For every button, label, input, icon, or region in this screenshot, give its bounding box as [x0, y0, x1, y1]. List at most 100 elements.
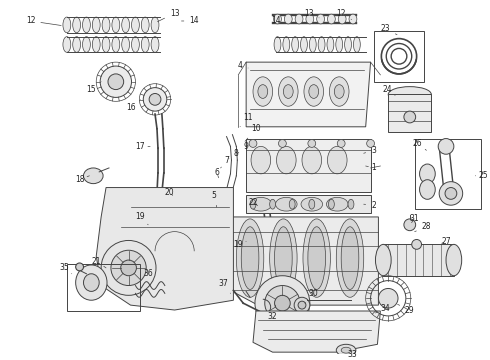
Ellipse shape	[274, 295, 290, 311]
Text: 22: 22	[248, 198, 258, 207]
Ellipse shape	[92, 17, 100, 33]
Ellipse shape	[438, 139, 454, 154]
Text: 35: 35	[59, 264, 72, 274]
Ellipse shape	[250, 199, 256, 209]
Text: 24: 24	[382, 85, 395, 95]
Ellipse shape	[236, 219, 264, 297]
Bar	[415, 139, 481, 209]
Ellipse shape	[278, 77, 298, 106]
Ellipse shape	[294, 297, 310, 313]
Ellipse shape	[439, 182, 463, 205]
Ellipse shape	[112, 37, 120, 52]
Text: 18: 18	[75, 175, 89, 184]
Ellipse shape	[131, 37, 139, 52]
Ellipse shape	[102, 17, 110, 33]
Ellipse shape	[251, 147, 270, 174]
Ellipse shape	[303, 219, 330, 297]
Text: 29: 29	[397, 304, 415, 315]
Text: 26: 26	[413, 139, 426, 150]
Ellipse shape	[295, 14, 303, 24]
Ellipse shape	[112, 17, 120, 33]
Ellipse shape	[338, 14, 346, 24]
Ellipse shape	[275, 197, 297, 211]
Bar	[373, 31, 424, 82]
Ellipse shape	[273, 14, 281, 24]
Ellipse shape	[283, 37, 290, 52]
Ellipse shape	[83, 168, 103, 184]
Ellipse shape	[141, 17, 149, 33]
Ellipse shape	[284, 14, 292, 24]
Ellipse shape	[334, 85, 344, 98]
Ellipse shape	[258, 85, 268, 98]
Text: 5: 5	[211, 191, 217, 207]
Text: 13: 13	[157, 9, 179, 22]
Ellipse shape	[445, 188, 457, 199]
Ellipse shape	[82, 17, 90, 33]
Text: 10: 10	[245, 124, 261, 141]
Ellipse shape	[276, 147, 296, 174]
Text: 6: 6	[214, 168, 219, 178]
Ellipse shape	[306, 14, 314, 24]
Ellipse shape	[82, 37, 90, 52]
Ellipse shape	[211, 202, 226, 222]
Text: 27: 27	[441, 237, 451, 246]
Polygon shape	[230, 217, 378, 305]
Text: 17: 17	[136, 142, 150, 151]
Polygon shape	[96, 188, 233, 310]
Polygon shape	[383, 244, 454, 276]
Text: 23: 23	[380, 24, 397, 35]
Ellipse shape	[329, 77, 349, 106]
Ellipse shape	[73, 37, 80, 52]
Text: 11: 11	[240, 113, 253, 127]
Ellipse shape	[131, 17, 139, 33]
Ellipse shape	[92, 37, 100, 52]
Ellipse shape	[301, 197, 322, 211]
Text: 32: 32	[268, 305, 277, 321]
Text: 12: 12	[26, 17, 61, 26]
Ellipse shape	[298, 301, 306, 309]
Ellipse shape	[270, 199, 275, 209]
Ellipse shape	[309, 199, 315, 209]
Ellipse shape	[336, 344, 356, 356]
Text: 21: 21	[92, 257, 106, 268]
Ellipse shape	[253, 77, 272, 106]
Text: 31: 31	[410, 215, 419, 224]
Ellipse shape	[83, 274, 99, 291]
Ellipse shape	[300, 37, 307, 52]
Ellipse shape	[274, 37, 281, 52]
Text: 30: 30	[305, 289, 318, 303]
Ellipse shape	[327, 14, 335, 24]
Text: 19: 19	[234, 240, 246, 249]
Ellipse shape	[122, 17, 129, 33]
Text: 12: 12	[337, 9, 351, 19]
Ellipse shape	[141, 37, 149, 52]
Text: 7: 7	[220, 156, 229, 168]
Bar	[246, 195, 370, 213]
Ellipse shape	[308, 140, 316, 147]
Ellipse shape	[63, 37, 71, 52]
Ellipse shape	[419, 180, 435, 199]
Ellipse shape	[327, 37, 334, 52]
Bar	[388, 94, 431, 132]
Text: 15: 15	[87, 82, 101, 94]
Ellipse shape	[100, 66, 131, 98]
Ellipse shape	[283, 85, 293, 98]
Ellipse shape	[309, 85, 318, 98]
Bar	[246, 139, 370, 193]
Ellipse shape	[378, 288, 398, 308]
Ellipse shape	[278, 140, 286, 147]
Text: 37: 37	[219, 279, 230, 293]
Ellipse shape	[337, 140, 345, 147]
Ellipse shape	[75, 265, 107, 300]
Ellipse shape	[328, 199, 334, 209]
Text: 14: 14	[271, 17, 280, 26]
Ellipse shape	[73, 17, 80, 33]
Ellipse shape	[326, 197, 348, 211]
Ellipse shape	[341, 347, 351, 353]
Ellipse shape	[111, 250, 146, 285]
Ellipse shape	[274, 227, 292, 289]
Ellipse shape	[446, 244, 462, 276]
Ellipse shape	[367, 140, 374, 147]
Text: 33: 33	[347, 350, 357, 359]
Text: 14: 14	[181, 17, 199, 26]
